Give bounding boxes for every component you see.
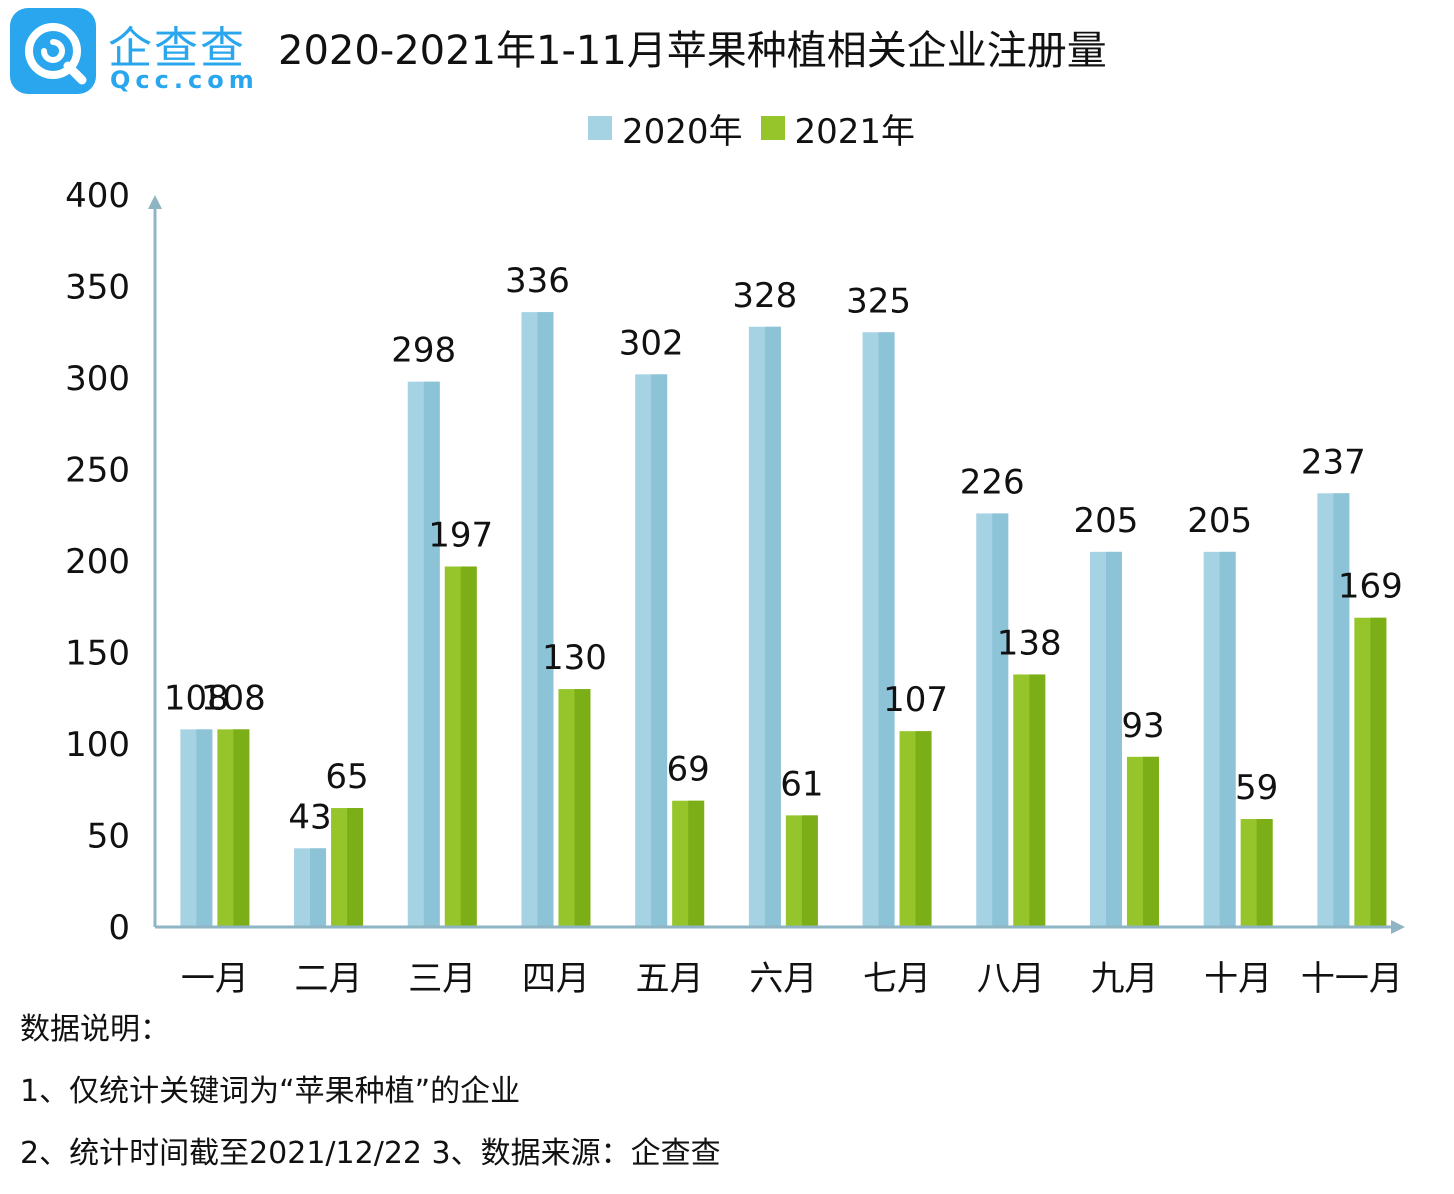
y-tick-label: 400 xyxy=(65,176,130,216)
y-axis-arrow xyxy=(148,195,162,209)
y-tick-label: 150 xyxy=(65,634,130,674)
bar-shade-2021 xyxy=(1256,819,1273,927)
bar-shade-2020 xyxy=(537,312,554,927)
x-tick-label: 八月 xyxy=(977,959,1045,999)
x-axis-arrow xyxy=(1391,920,1405,934)
legend-item-2021: 2021年 xyxy=(760,104,916,153)
legend-swatch-2021 xyxy=(760,116,785,140)
legend-swatch-2020 xyxy=(588,116,612,140)
logo-name-en: Qcc.com xyxy=(110,66,259,94)
y-tick-label: 350 xyxy=(65,268,130,308)
bar-shade-2020 xyxy=(764,326,781,927)
data-label-2021: 61 xyxy=(780,764,823,804)
data-label-2021: 107 xyxy=(883,680,948,720)
x-tick-label: 七月 xyxy=(863,959,931,999)
bar-shade-2021 xyxy=(233,729,250,927)
y-tick-label: 250 xyxy=(65,451,130,491)
y-tick-label: 0 xyxy=(108,908,130,948)
data-label-2020: 336 xyxy=(505,261,570,301)
legend-label-2020: 2020年 xyxy=(622,111,743,152)
data-label-2021: 65 xyxy=(325,757,368,797)
notes-line-2: 2、统计时间截至2021/12/22 3、数据来源：企查查 xyxy=(20,1136,721,1171)
data-label-2020: 205 xyxy=(1187,501,1252,541)
data-label-2021: 169 xyxy=(1338,567,1403,607)
bar-shade-2020 xyxy=(992,513,1009,927)
y-tick-label: 50 xyxy=(87,817,130,857)
logo-badge xyxy=(10,8,96,94)
bar-shade-2020 xyxy=(1105,551,1122,927)
bar-shade-2021 xyxy=(688,800,705,927)
data-label-2021: 93 xyxy=(1121,706,1164,746)
bar-shade-2021 xyxy=(574,689,591,927)
x-tick-label: 五月 xyxy=(636,959,704,999)
bar-shade-2021 xyxy=(801,815,818,927)
bar-shade-2020 xyxy=(423,381,440,927)
bar-shade-2021 xyxy=(1370,617,1387,927)
data-label-2020: 226 xyxy=(960,462,1025,502)
data-label-2020: 205 xyxy=(1073,501,1138,541)
data-label-2020: 302 xyxy=(619,323,684,363)
bar-shade-2020 xyxy=(1219,551,1236,927)
data-label-2020: 237 xyxy=(1301,442,1366,482)
x-tick-label: 十月 xyxy=(1204,959,1272,999)
x-tick-label: 三月 xyxy=(408,959,476,999)
x-tick-label: 十一月 xyxy=(1301,959,1403,999)
bar-shade-2021 xyxy=(1142,756,1159,927)
legend-label-2021: 2021年 xyxy=(794,111,916,152)
data-label-2021: 197 xyxy=(428,515,493,555)
bar-shade-2020 xyxy=(878,332,895,927)
bar-shade-2021 xyxy=(915,731,932,927)
bar-shade-2020 xyxy=(651,374,668,928)
data-label-2020: 298 xyxy=(391,331,456,371)
bar-shade-2021 xyxy=(460,566,477,927)
data-label-2020: 43 xyxy=(288,797,331,837)
bar-shade-2020 xyxy=(1333,493,1350,927)
chart-title: 2020-2021年1-11月苹果种植相关企业注册量 xyxy=(278,28,1107,74)
data-label-2021: 130 xyxy=(542,638,607,678)
data-label-2020: 328 xyxy=(732,276,797,316)
x-tick-label: 一月 xyxy=(181,959,249,999)
bar-shade-2020 xyxy=(310,848,327,927)
x-tick-label: 九月 xyxy=(1090,959,1158,999)
notes-line-1: 1、仅统计关键词为“苹果种植”的企业 xyxy=(20,1074,521,1109)
y-tick-label: 100 xyxy=(65,725,130,765)
brand-logo: 企查查 Qcc.com xyxy=(10,8,255,98)
data-label-2020: 108 xyxy=(164,678,229,718)
data-label-2021: 138 xyxy=(997,623,1062,663)
y-tick-label: 200 xyxy=(65,542,130,582)
x-tick-label: 六月 xyxy=(749,959,817,999)
notes-heading: 数据说明： xyxy=(20,1012,170,1047)
y-tick-label: 300 xyxy=(65,359,130,399)
data-notes: 数据说明： 1、仅统计关键词为“苹果种植”的企业 2、统计时间截至2021/12… xyxy=(20,1008,721,1194)
bar-shade-2020 xyxy=(196,729,213,927)
data-label-2021: 59 xyxy=(1235,768,1278,808)
bar-shade-2021 xyxy=(347,808,364,927)
data-label-2021: 69 xyxy=(667,750,710,790)
logo-name-cn: 企查查 xyxy=(108,23,246,74)
bar-shade-2021 xyxy=(1029,674,1046,927)
data-label-2021: 108 xyxy=(201,678,266,718)
x-tick-label: 四月 xyxy=(522,959,590,999)
chart-legend: 2020年 2021年 xyxy=(588,104,933,153)
x-tick-label: 二月 xyxy=(295,959,363,999)
data-label-2020: 325 xyxy=(846,281,911,321)
legend-item-2020: 2020年 xyxy=(588,104,743,153)
logo-search-icon xyxy=(25,23,87,85)
